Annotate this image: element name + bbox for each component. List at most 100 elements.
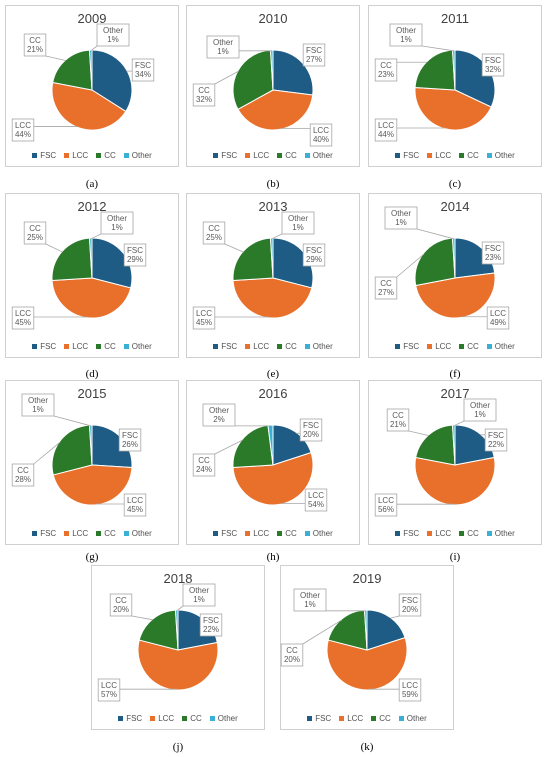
legend-swatch bbox=[339, 716, 345, 721]
data-label-box bbox=[299, 418, 323, 442]
legend-item: FSC bbox=[213, 529, 237, 538]
pie-panel: 2011 FSC 32% LCC 44% CC 23% Other 1% FSC LCC CC Othe… bbox=[368, 5, 542, 194]
legend-label: FSC bbox=[221, 529, 238, 538]
legend-label: FSC bbox=[315, 714, 332, 723]
data-label: LCC 56% bbox=[378, 496, 394, 514]
legend-swatch bbox=[427, 153, 433, 158]
legend-swatch bbox=[395, 531, 401, 536]
legend-item: Other bbox=[486, 342, 515, 351]
legend-label: FSC bbox=[403, 151, 420, 160]
pie-slice-lcc bbox=[137, 639, 219, 691]
data-label: CC 28% bbox=[15, 466, 31, 484]
data-label: CC 25% bbox=[27, 224, 43, 242]
legend-swatch bbox=[123, 344, 129, 349]
chart-title: 2010 bbox=[258, 11, 288, 26]
legend-swatch bbox=[304, 344, 310, 349]
legend-label: LCC bbox=[435, 342, 452, 351]
data-label-box bbox=[11, 306, 35, 330]
data-label: FSC 32% bbox=[485, 56, 501, 74]
legend-swatch bbox=[118, 716, 124, 721]
legend-item: FSC bbox=[213, 342, 237, 351]
data-label: Other 1% bbox=[288, 214, 308, 232]
pie-slice-cc bbox=[232, 237, 274, 282]
legend-swatch bbox=[96, 153, 102, 158]
legend-item: CC bbox=[96, 151, 116, 160]
panel-caption: (e) bbox=[266, 368, 280, 380]
legend-swatch bbox=[398, 716, 404, 721]
chart-legend: FSC LCC CC Other bbox=[186, 529, 360, 538]
panel-caption: (j) bbox=[172, 741, 184, 753]
leader-line bbox=[176, 605, 184, 612]
leader-line bbox=[214, 439, 243, 455]
legend-label: CC bbox=[285, 151, 297, 160]
legend-swatch bbox=[64, 344, 70, 349]
data-label-box bbox=[384, 206, 418, 230]
leader-line bbox=[389, 615, 400, 619]
data-label-box bbox=[100, 211, 134, 235]
data-label: LCC 59% bbox=[402, 681, 418, 699]
legend-label: CC bbox=[285, 342, 297, 351]
legend-swatch bbox=[304, 153, 310, 158]
pie-slice-lcc bbox=[51, 81, 127, 131]
legend-label: LCC bbox=[72, 151, 89, 160]
legend-swatch bbox=[245, 344, 251, 349]
data-label: Other 1% bbox=[470, 401, 490, 419]
legend-item: CC bbox=[459, 151, 479, 160]
data-label-box bbox=[21, 393, 55, 417]
pie-slice-cc bbox=[52, 49, 93, 91]
data-label: Other 1% bbox=[28, 396, 48, 414]
legend-item: FSC bbox=[32, 342, 56, 351]
data-label-box bbox=[486, 306, 510, 330]
data-label-box bbox=[11, 463, 35, 487]
leader-line bbox=[416, 228, 454, 240]
pie-panel: 2013 FSC 29% LCC 45% CC 25% Other 1% FSC LCC CC Othe… bbox=[186, 193, 360, 384]
legend-item: LCC bbox=[427, 151, 451, 160]
legend-swatch bbox=[459, 153, 465, 158]
leader-line bbox=[53, 415, 91, 427]
data-label: CC 21% bbox=[390, 411, 406, 429]
legend-item: Other bbox=[123, 342, 152, 351]
legend-label: CC bbox=[467, 529, 479, 538]
legend-label: Other bbox=[494, 529, 515, 538]
legend-swatch bbox=[427, 531, 433, 536]
data-label: CC 24% bbox=[196, 456, 212, 474]
data-label-box bbox=[389, 23, 423, 47]
legend-swatch bbox=[32, 531, 38, 536]
pie-svg: FSC 34% LCC 44% CC 21% Other 1% bbox=[11, 23, 155, 142]
pie-slice-lcc bbox=[232, 277, 313, 319]
data-label: FSC 34% bbox=[135, 61, 151, 79]
legend-item: FSC bbox=[307, 714, 331, 723]
data-label: LCC 54% bbox=[308, 491, 324, 509]
legend-label: Other bbox=[131, 529, 152, 538]
legend-item: FSC bbox=[32, 529, 56, 538]
legend-swatch bbox=[395, 344, 401, 349]
pie-slice-lcc bbox=[414, 86, 492, 131]
pie-slice-cc bbox=[51, 424, 93, 476]
legend-swatch bbox=[64, 153, 70, 158]
legend-label: LCC bbox=[435, 151, 452, 160]
data-label: CC 23% bbox=[378, 61, 394, 79]
legend-swatch bbox=[395, 153, 401, 158]
pie-slice-cc bbox=[327, 609, 368, 651]
data-label: LCC 40% bbox=[313, 126, 329, 144]
legend-item: FSC bbox=[213, 151, 237, 160]
data-label-box bbox=[374, 493, 398, 517]
legend-swatch bbox=[486, 344, 492, 349]
leader-line bbox=[408, 430, 430, 436]
legend-item: LCC bbox=[245, 342, 269, 351]
pie-svg: FSC 29% LCC 45% CC 25% Other 1% bbox=[192, 211, 326, 330]
legend-label: Other bbox=[131, 151, 152, 160]
leader-line bbox=[421, 45, 454, 52]
legend-swatch bbox=[123, 153, 129, 158]
legend-item: CC bbox=[277, 529, 297, 538]
chart-legend: FSC LCC CC Other bbox=[5, 529, 179, 538]
pie-slice-other bbox=[363, 609, 368, 651]
data-label: FSC 20% bbox=[402, 596, 418, 614]
leader-line bbox=[90, 233, 102, 240]
chart-legend: FSC LCC CC Other bbox=[280, 714, 454, 723]
legend-item: LCC bbox=[427, 342, 451, 351]
pie-slice-lcc bbox=[51, 277, 132, 319]
pie-slice-fsc bbox=[366, 609, 406, 651]
legend-item: FSC bbox=[118, 714, 142, 723]
